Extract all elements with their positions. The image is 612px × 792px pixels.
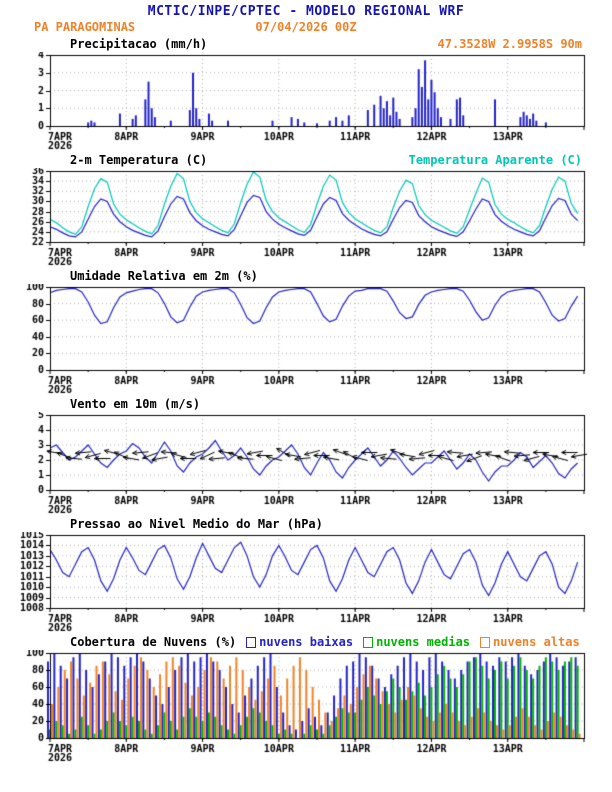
panel-wind-titlerow: Vento em 10m (m/s) (0, 396, 612, 412)
legend-nuvens-altas: nuvens altas (480, 635, 580, 649)
panel-precipitation: Precipitacao (mm/h) 47.3528W 2.9958S 90m (0, 36, 612, 152)
nuvens-baixas-swatch (246, 636, 257, 648)
panel-humidity-title: Umidade Relativa em 2m (%) (70, 269, 258, 283)
panel-clouds: Cobertura de Nuvens (%) nuvens baixas nu… (0, 634, 612, 764)
temperature-chart (4, 168, 608, 268)
nuvens-altas-swatch (480, 636, 491, 648)
panel-pressure-titlerow: Pressao ao Nivel Medio do Mar (hPa) (0, 516, 612, 532)
model-title: MCTIC/INPE/CPTEC - MODELO REGIONAL WRF (147, 4, 465, 19)
panel-clouds-titlerow: Cobertura de Nuvens (%) nuvens baixas nu… (0, 634, 612, 650)
legend-label-medias: nuvens medias (376, 635, 471, 649)
panel-precipitation-titlerow: Precipitacao (mm/h) 47.3528W 2.9958S 90m (0, 36, 612, 52)
panel-temperature-title: 2-m Temperatura (C) (70, 153, 208, 167)
station-name: PA PARAGOMINAS (34, 20, 136, 34)
panel-precipitation-title: Precipitacao (mm/h) (70, 37, 208, 51)
panel-pressure-title: Pressao ao Nivel Medio do Mar (hPa) (70, 517, 323, 531)
panel-humidity: Umidade Relativa em 2m (%) (0, 268, 612, 396)
panel-temperature-titlerow: 2-m Temperatura (C) Temperatura Aparente… (0, 152, 612, 168)
legend-nuvens-baixas: nuvens baixas (246, 635, 353, 649)
wind-chart (4, 412, 608, 516)
legend-nuvens-medias: nuvens medias (363, 635, 470, 649)
panel-humidity-titlerow: Umidade Relativa em 2m (%) (0, 268, 612, 284)
panel-pressure: Pressao ao Nivel Medio do Mar (hPa) (0, 516, 612, 634)
page-header: MCTIC/INPE/CPTEC - MODELO REGIONAL WRF P… (0, 4, 612, 36)
apparent-temperature-label: Temperatura Aparente (C) (408, 153, 582, 167)
clouds-chart (4, 650, 608, 764)
precipitation-chart (4, 52, 608, 152)
run-datetime: 07/04/2026 00Z (255, 20, 357, 34)
pressure-chart (4, 532, 608, 634)
panel-wind: Vento em 10m (m/s) (0, 396, 612, 516)
panel-clouds-title: Cobertura de Nuvens (%) (70, 635, 237, 649)
legend-label-baixas: nuvens baixas (259, 635, 354, 649)
station-coordinates: 47.3528W 2.9958S 90m (437, 37, 583, 51)
panel-temperature: 2-m Temperatura (C) Temperatura Aparente… (0, 152, 612, 268)
nuvens-medias-swatch (363, 636, 374, 648)
humidity-chart (4, 284, 608, 396)
panel-wind-title: Vento em 10m (m/s) (70, 397, 201, 411)
legend-label-altas: nuvens altas (493, 635, 580, 649)
station-row: PA PARAGOMINAS 07/04/2026 00Z (0, 20, 612, 36)
meteogram-page: MCTIC/INPE/CPTEC - MODELO REGIONAL WRF P… (0, 4, 612, 764)
